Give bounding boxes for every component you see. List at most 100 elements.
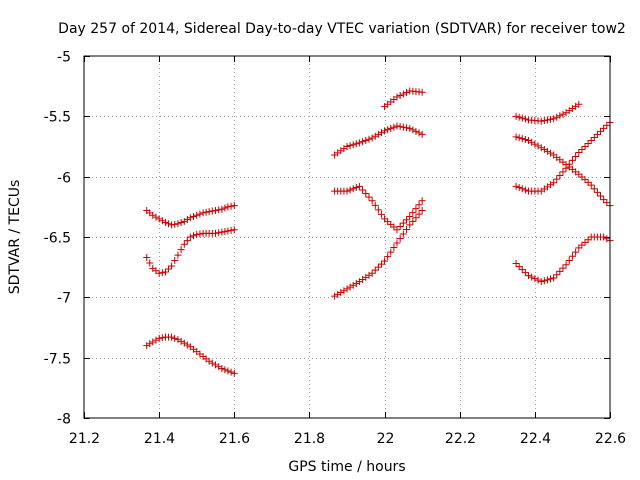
data-point <box>155 215 163 223</box>
data-point <box>403 89 411 97</box>
data-point <box>186 214 194 222</box>
data-point <box>381 257 389 265</box>
data-point <box>396 92 404 100</box>
data-point <box>581 143 589 150</box>
data-point <box>590 185 598 193</box>
data-point <box>403 225 411 233</box>
data-point <box>224 367 232 375</box>
data-point <box>183 237 191 245</box>
data-point <box>349 141 357 149</box>
data-point <box>224 203 232 211</box>
data-point <box>230 226 238 234</box>
data-point <box>174 220 182 228</box>
data-point <box>371 132 379 140</box>
data-point <box>418 197 426 205</box>
data-point <box>603 235 611 243</box>
data-point <box>396 235 404 243</box>
data-point <box>540 117 548 125</box>
y-tick-label: -6.5 <box>44 231 71 247</box>
data-point <box>587 181 595 189</box>
data-point <box>547 115 555 123</box>
data-point <box>152 336 160 344</box>
data-point <box>512 133 520 141</box>
data-point <box>171 257 179 265</box>
series-arc-1 <box>143 202 238 229</box>
data-point <box>340 287 348 295</box>
data-point <box>593 188 601 196</box>
data-point <box>415 129 423 137</box>
series-arc-9 <box>512 133 614 210</box>
data-point <box>218 228 226 236</box>
data-point <box>355 139 363 147</box>
data-point <box>393 226 401 234</box>
data-point <box>349 185 357 193</box>
data-point <box>553 271 561 279</box>
data-point <box>515 263 523 271</box>
data-point <box>149 338 157 346</box>
data-point <box>518 266 526 274</box>
data-point <box>568 252 576 260</box>
data-point <box>575 100 583 108</box>
data-point <box>158 217 166 225</box>
data-point <box>534 276 542 284</box>
data-point <box>215 229 223 237</box>
data-point <box>399 230 407 238</box>
data-point <box>556 112 564 120</box>
series-arc-4 <box>331 122 426 159</box>
data-point <box>352 184 360 192</box>
data-point <box>227 368 235 376</box>
data-point <box>553 175 561 183</box>
data-point <box>537 144 545 152</box>
data-point <box>368 197 376 205</box>
data-point <box>406 221 414 229</box>
data-point <box>515 134 523 142</box>
data-point <box>168 221 176 229</box>
data-point <box>550 115 558 123</box>
data-point <box>521 115 529 123</box>
data-point <box>224 227 232 235</box>
data-point <box>152 213 160 221</box>
data-point <box>365 135 373 143</box>
data-point <box>578 146 586 154</box>
data-point <box>374 130 382 138</box>
data-point <box>559 110 567 118</box>
data-point <box>547 149 555 157</box>
data-point <box>221 228 229 236</box>
data-point <box>193 231 201 239</box>
data-point <box>406 212 414 220</box>
data-point <box>590 133 598 141</box>
data-point <box>174 251 182 259</box>
data-point <box>162 219 170 227</box>
data-point <box>406 124 414 132</box>
data-point <box>575 149 583 157</box>
data-point <box>227 226 235 234</box>
data-point <box>196 210 204 218</box>
data-point <box>393 122 401 130</box>
series-arc-10 <box>512 118 614 195</box>
data-point <box>190 232 198 240</box>
data-point <box>158 334 166 342</box>
data-point <box>531 140 539 148</box>
y-tick-label: -7 <box>57 291 71 307</box>
data-point <box>343 285 351 293</box>
data-point <box>212 229 219 237</box>
data-point <box>186 233 194 241</box>
x-tick-label: 22.2 <box>445 431 476 447</box>
data-point <box>155 269 163 277</box>
data-point <box>334 290 342 298</box>
data-point <box>215 363 223 371</box>
data-point <box>168 262 176 270</box>
data-point <box>352 140 360 148</box>
data-point <box>399 90 407 98</box>
data-point <box>171 334 179 342</box>
data-point <box>193 211 201 219</box>
data-point <box>218 365 226 373</box>
axis-ticks: 21.2 21.4 21.6 21.8 22 22.2 22.4 22.6 -5 -5.5 -6 -6… <box>44 50 627 448</box>
data-point <box>381 127 389 135</box>
data-point <box>518 185 526 193</box>
data-point <box>180 217 188 225</box>
data-point <box>593 130 601 138</box>
data-point <box>180 339 188 347</box>
data-point <box>543 147 551 155</box>
series-arc-7 <box>381 87 426 111</box>
